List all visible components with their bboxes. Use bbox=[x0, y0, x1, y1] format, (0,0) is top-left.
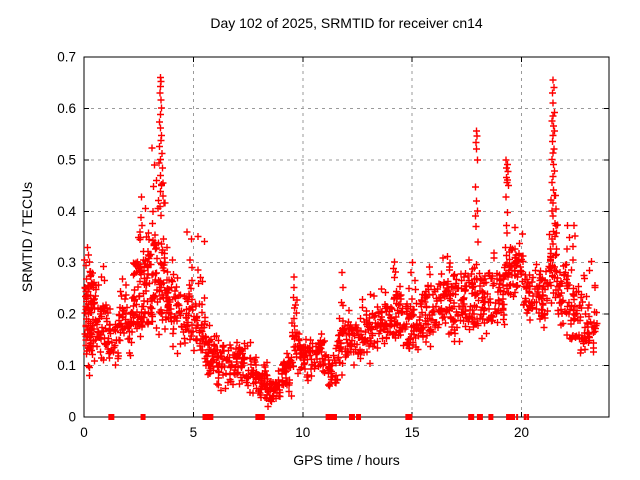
x-tick-label: 15 bbox=[405, 425, 420, 440]
y-tick-label: 0.5 bbox=[57, 152, 76, 167]
zero-value-marker bbox=[140, 414, 146, 420]
y-tick-label: 0.6 bbox=[57, 101, 76, 116]
y-tick-label: 0.1 bbox=[57, 358, 76, 373]
zero-value-marker bbox=[476, 414, 483, 420]
x-tick-label: 0 bbox=[80, 425, 88, 440]
y-tick-label: 0.2 bbox=[57, 307, 76, 322]
zero-value-marker bbox=[523, 414, 527, 420]
zero-value-marker bbox=[331, 414, 337, 420]
y-tick-label: 0.7 bbox=[57, 50, 76, 65]
y-tick-label: 0 bbox=[68, 410, 76, 425]
zero-value-marker bbox=[527, 414, 530, 420]
zero-value-marker bbox=[259, 414, 265, 420]
zero-value-marker bbox=[516, 414, 519, 420]
zero-value-marker bbox=[255, 414, 262, 420]
zero-value-marker bbox=[405, 414, 413, 420]
y-tick-label: 0.3 bbox=[57, 255, 76, 270]
x-axis-label: GPS time / hours bbox=[293, 452, 400, 468]
zero-value-marker bbox=[488, 414, 494, 420]
zero-value-marker bbox=[356, 414, 362, 420]
scatter-points bbox=[81, 74, 601, 410]
x-tick-label: 10 bbox=[295, 425, 310, 440]
zero-value-marker bbox=[202, 414, 211, 420]
chart-title: Day 102 of 2025, SRMTID for receiver cn1… bbox=[210, 15, 483, 31]
zero-value-marker bbox=[348, 414, 355, 420]
y-tick-label: 0.4 bbox=[57, 204, 76, 219]
zero-value-marker bbox=[468, 414, 475, 420]
zero-value-marker bbox=[325, 414, 335, 420]
plot-border bbox=[83, 56, 610, 418]
x-tick-label: 20 bbox=[514, 425, 529, 440]
x-tick-label: 5 bbox=[190, 425, 198, 440]
zero-value-marker bbox=[108, 414, 115, 420]
zero-value-marker bbox=[208, 414, 214, 420]
zero-value-marker bbox=[506, 414, 516, 420]
